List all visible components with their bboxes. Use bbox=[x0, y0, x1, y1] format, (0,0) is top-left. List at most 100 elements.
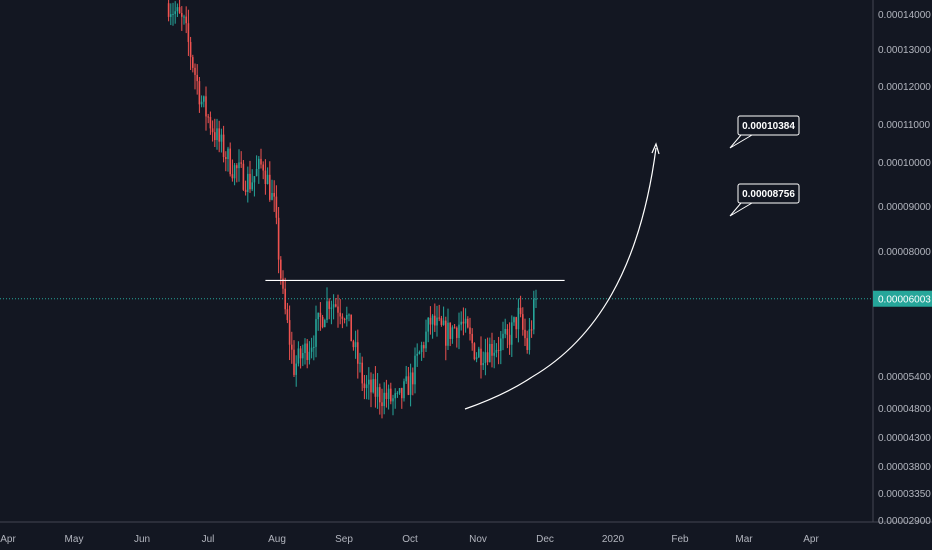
candle-body bbox=[403, 381, 405, 399]
candle-body bbox=[436, 317, 438, 326]
candle-body bbox=[185, 16, 187, 24]
candle-body bbox=[288, 320, 291, 345]
candle-body bbox=[409, 372, 412, 395]
candle-body bbox=[425, 331, 427, 349]
candle-body bbox=[286, 309, 289, 321]
candle-body bbox=[183, 16, 185, 18]
candle-body bbox=[262, 164, 264, 171]
candle-body bbox=[469, 327, 471, 334]
price-callout: 0.00008756 bbox=[729, 183, 800, 217]
candle-body bbox=[343, 318, 346, 320]
candle-body bbox=[227, 148, 229, 160]
candle-body bbox=[379, 387, 381, 403]
x-tick-label: Sep bbox=[335, 534, 353, 545]
y-tick-label: 0.00005400 bbox=[878, 372, 931, 383]
candle-body bbox=[273, 192, 275, 197]
candle-body bbox=[225, 157, 227, 160]
x-tick-label: May bbox=[65, 534, 84, 545]
candle-body bbox=[293, 349, 295, 375]
x-tick-label: Oct bbox=[402, 534, 418, 545]
x-tick-label: Feb bbox=[671, 534, 689, 545]
candle-body bbox=[295, 363, 297, 375]
candle-body bbox=[330, 307, 333, 309]
candle-body bbox=[440, 318, 443, 325]
support-curve bbox=[464, 376, 533, 410]
callout-pointer bbox=[729, 134, 753, 149]
y-tick-label: 0.00003800 bbox=[878, 462, 931, 473]
callout-pointer bbox=[729, 202, 753, 217]
candle-body bbox=[240, 162, 242, 164]
candle-body bbox=[381, 402, 383, 407]
candle-body bbox=[339, 312, 341, 317]
candle-body bbox=[418, 352, 421, 354]
candle-body bbox=[310, 347, 313, 352]
candle-body bbox=[434, 315, 436, 326]
y-tick-label: 0.00009000 bbox=[878, 202, 931, 213]
candle-body bbox=[442, 320, 445, 325]
candle-body bbox=[308, 351, 311, 361]
projection-arc bbox=[531, 147, 657, 378]
candle-body bbox=[352, 341, 355, 348]
x-tick-label: Apr bbox=[0, 534, 16, 545]
candle-body bbox=[530, 329, 533, 331]
candle-body bbox=[251, 182, 253, 190]
candle-body bbox=[172, 13, 174, 15]
candle-body bbox=[302, 353, 304, 359]
candle-body bbox=[475, 357, 478, 360]
candle-body bbox=[264, 170, 267, 185]
candle-body bbox=[480, 348, 482, 366]
candle-body bbox=[478, 348, 480, 358]
candle-body bbox=[431, 315, 434, 325]
candle-body bbox=[229, 148, 231, 175]
candle-body bbox=[447, 322, 449, 346]
candle-body bbox=[216, 128, 218, 141]
candle-body bbox=[222, 134, 225, 158]
candle-body bbox=[517, 307, 520, 330]
callout-label: 0.00008756 bbox=[742, 189, 795, 200]
candle-body bbox=[178, 7, 181, 14]
candle-body bbox=[533, 299, 535, 330]
candles-group bbox=[167, 0, 537, 419]
candle-body bbox=[385, 392, 388, 399]
candle-body bbox=[462, 321, 465, 324]
candle-body bbox=[337, 306, 339, 313]
candle-body bbox=[453, 327, 456, 329]
y-tick-label: 0.00003350 bbox=[878, 489, 931, 500]
candle-body bbox=[372, 379, 374, 393]
candle-body bbox=[412, 372, 414, 385]
candle-body bbox=[535, 298, 537, 300]
candle-body bbox=[236, 165, 238, 169]
candle-body bbox=[315, 319, 317, 347]
candle-body bbox=[176, 7, 179, 12]
candle-body bbox=[502, 333, 504, 339]
candle-body bbox=[482, 363, 484, 366]
candle-body bbox=[258, 158, 260, 169]
candle-body bbox=[299, 348, 302, 359]
price-callout: 0.00010384 bbox=[729, 115, 800, 149]
candle-body bbox=[357, 342, 359, 364]
x-tick-label: Mar bbox=[735, 534, 753, 545]
candle-body bbox=[214, 132, 216, 141]
candle-body bbox=[321, 316, 324, 328]
candle-body bbox=[205, 96, 207, 117]
candle-body bbox=[370, 379, 372, 393]
candle-body bbox=[271, 192, 273, 200]
current-price-tag bbox=[873, 290, 932, 307]
candle-body bbox=[282, 278, 284, 289]
candle-body bbox=[249, 173, 251, 190]
candle-body bbox=[220, 134, 223, 142]
candle-body bbox=[387, 388, 390, 399]
candle-body bbox=[471, 333, 473, 344]
candle-body bbox=[458, 324, 460, 338]
candle-body bbox=[198, 81, 201, 105]
candle-body bbox=[324, 319, 326, 328]
x-tick-label: 2020 bbox=[602, 534, 625, 545]
callout-label: 0.00010384 bbox=[742, 121, 795, 132]
candle-body bbox=[269, 174, 271, 200]
candle-body bbox=[167, 3, 170, 17]
y-tick-label: 0.00008000 bbox=[878, 247, 931, 258]
candle-body bbox=[326, 301, 328, 320]
candle-body bbox=[489, 343, 491, 363]
candle-body bbox=[275, 196, 278, 218]
